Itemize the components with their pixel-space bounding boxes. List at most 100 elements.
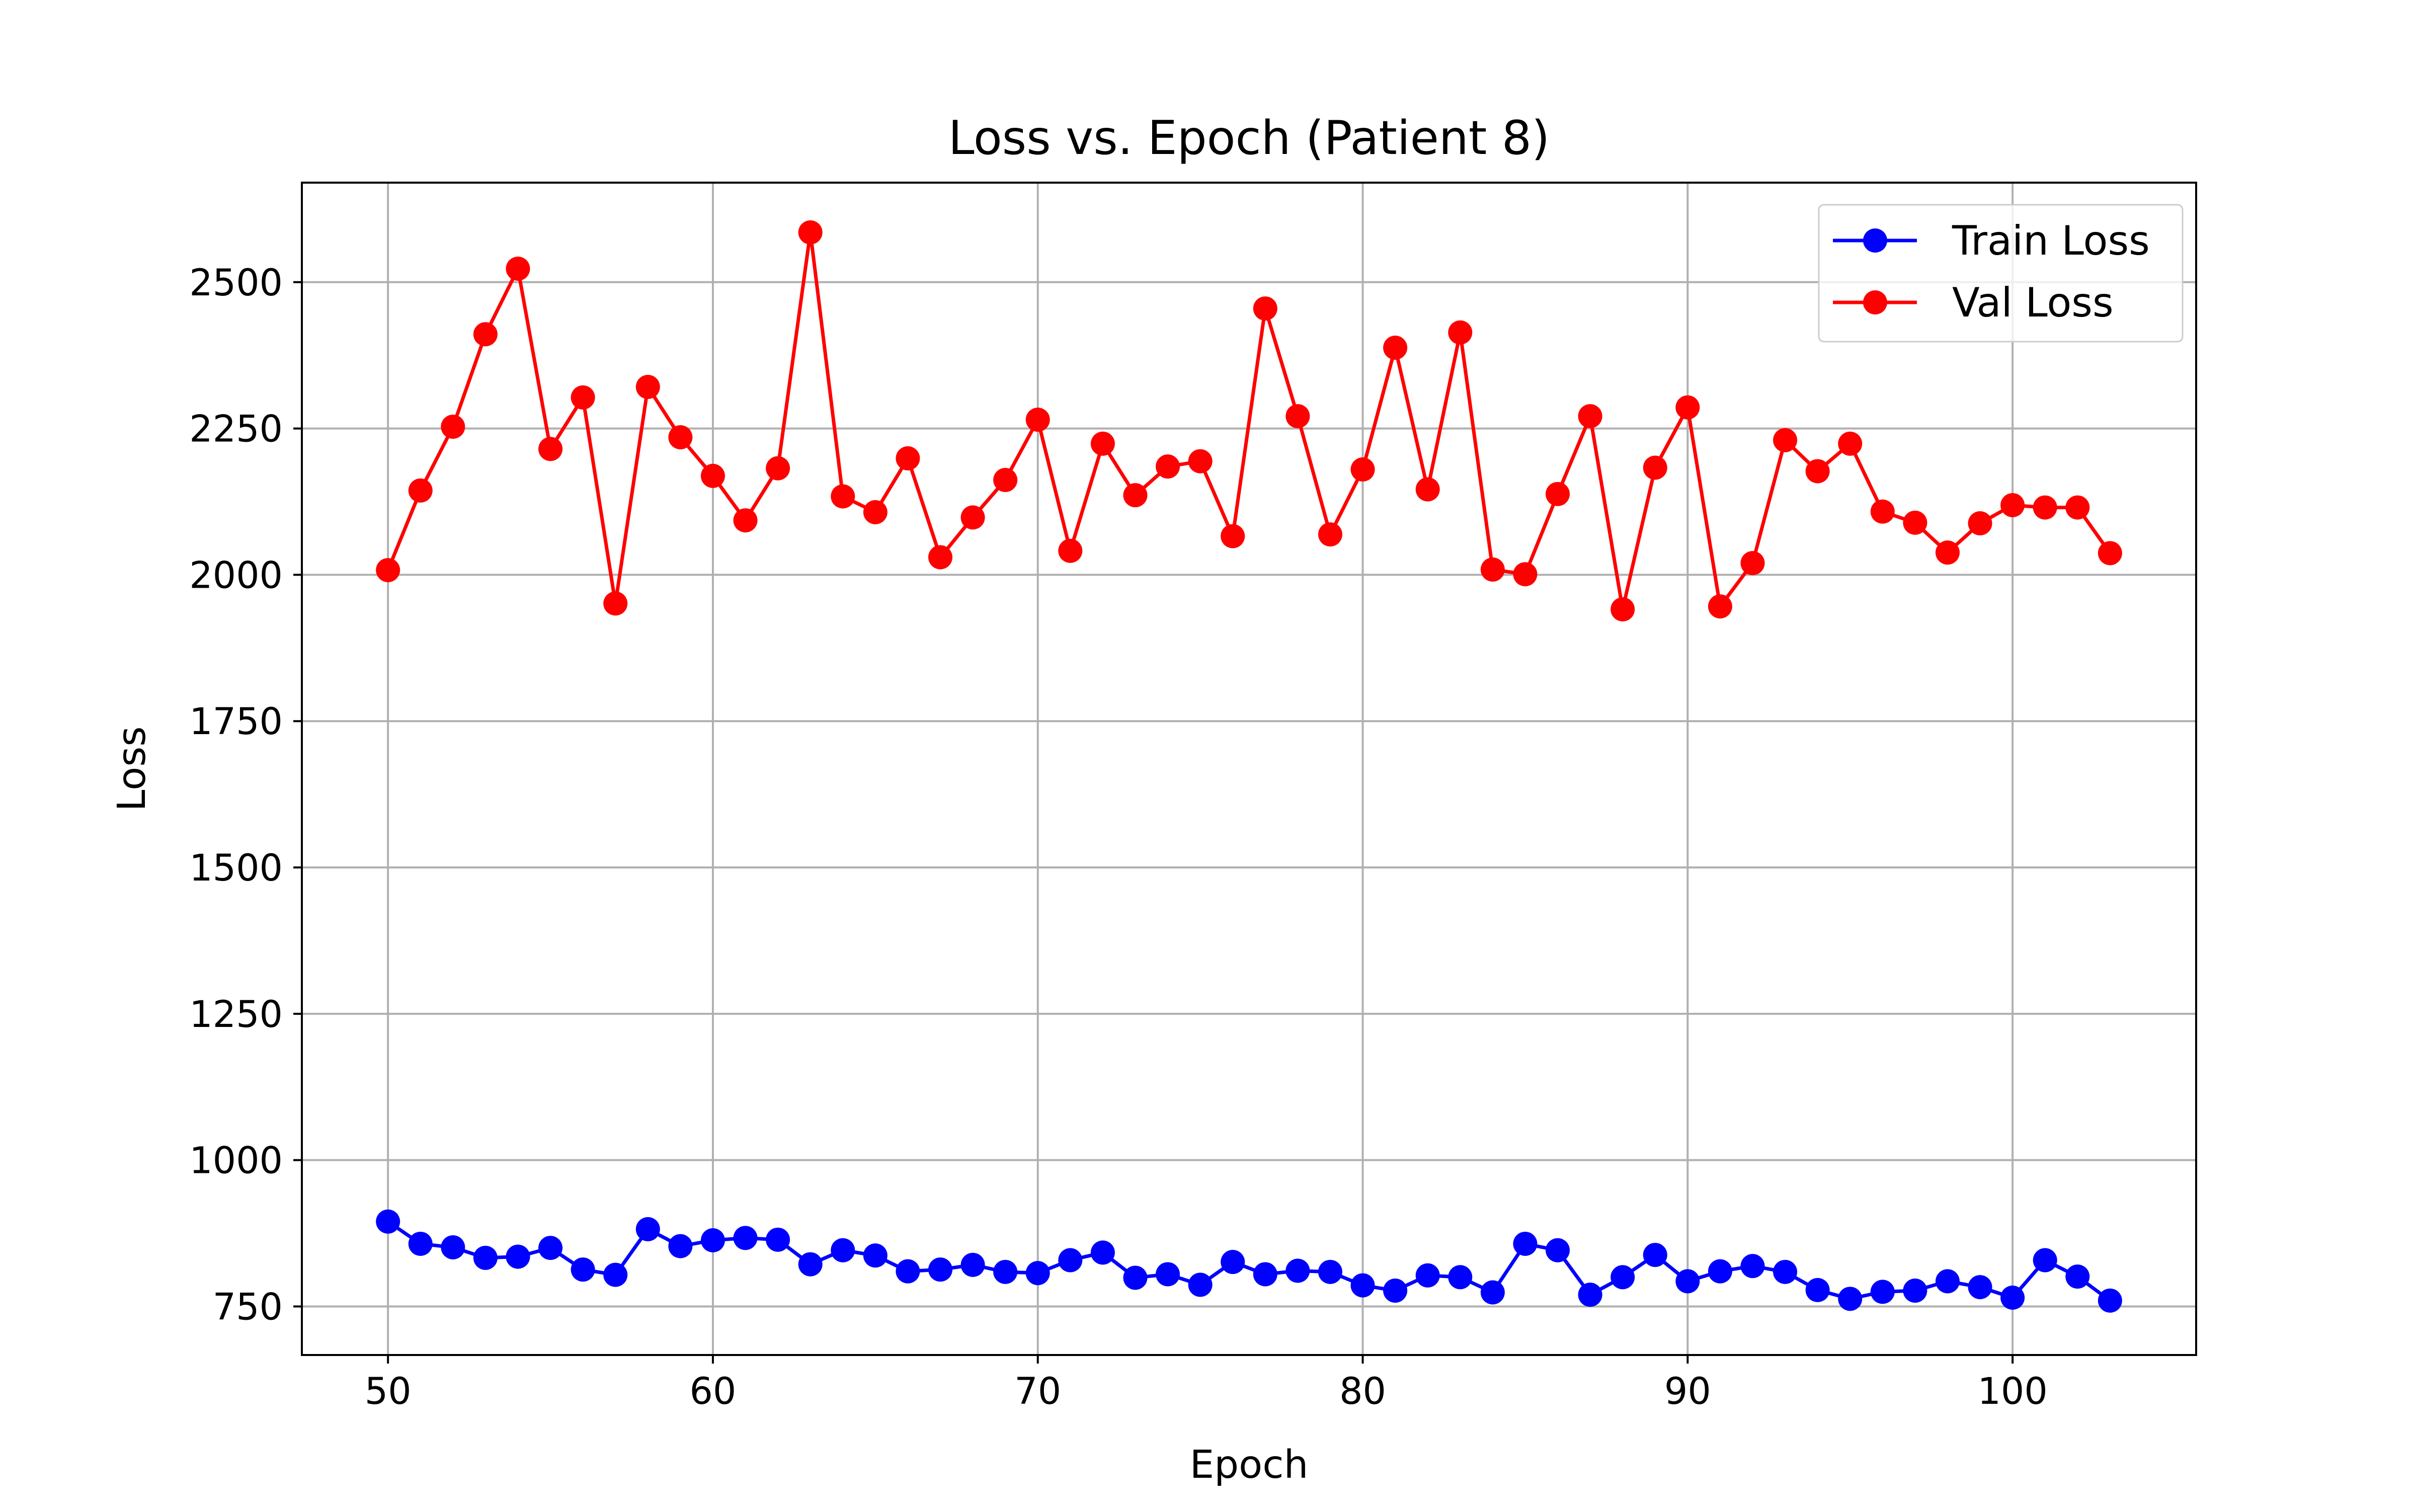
data-point-train-loss [441,1235,465,1259]
data-point-val-loss [993,467,1018,492]
data-point-val-loss [831,484,855,509]
data-point-val-loss [863,500,888,524]
y-tick-label: 2000 [189,554,283,597]
x-tick-label: 90 [1664,1370,1711,1413]
data-point-train-loss [473,1245,498,1270]
axis-ticks: 50 60 70 80 90 100 750 1000 1250 1500 1750 2000 2250… [189,262,2048,1413]
x-axis-label: Epoch [1190,1443,1309,1487]
data-point-train-loss [700,1228,725,1253]
data-point-train-loss [376,1209,400,1234]
data-point-train-loss [1058,1248,1083,1272]
data-point-val-loss [2065,495,2090,520]
data-point-val-loss [1773,428,1798,452]
data-point-val-loss [1546,482,1570,506]
data-point-val-loss [798,220,823,245]
data-point-val-loss [733,508,758,533]
data-point-val-loss [506,256,530,281]
data-point-val-loss [603,591,628,616]
data-point-val-loss [1935,540,1960,565]
data-point-train-loss [571,1257,595,1282]
data-point-train-loss [1903,1279,1927,1303]
data-point-val-loss [408,478,433,503]
data-point-val-loss [1740,551,1765,576]
data-point-train-loss [1513,1231,1538,1256]
data-point-train-loss [1448,1265,1473,1290]
data-point-train-loss [2065,1264,2090,1289]
data-point-train-loss [1350,1273,1375,1298]
data-point-val-loss [1448,320,1473,345]
x-tick-label: 70 [1014,1370,1061,1413]
data-point-train-loss [1643,1243,1667,1267]
data-point-val-loss [668,425,693,450]
data-point-train-loss [668,1234,693,1258]
data-point-val-loss [2033,495,2057,520]
data-point-val-loss [538,437,563,461]
data-point-train-loss [538,1236,563,1260]
data-point-train-loss [1773,1259,1798,1284]
data-point-val-loss [1415,477,1440,502]
data-point-train-loss [1123,1265,1148,1290]
data-point-val-loss [1480,557,1505,582]
data-point-val-loss [1805,459,1830,484]
y-tick-label: 2500 [189,262,283,304]
data-point-train-loss [1188,1272,1213,1297]
data-point-train-loss [1221,1250,1245,1275]
data-point-val-loss [1188,449,1213,473]
data-point-val-loss [376,558,400,583]
data-point-val-loss [441,415,465,439]
data-point-train-loss [863,1243,888,1268]
x-tick-label: 50 [365,1370,412,1413]
data-point-train-loss [831,1238,855,1262]
data-point-train-loss [1675,1269,1700,1294]
data-point-val-loss [1058,538,1083,563]
y-tick-label: 2250 [189,408,283,451]
data-point-train-loss [1546,1238,1570,1262]
data-point-train-loss [1578,1283,1602,1307]
legend-label-train-loss: Train Loss [1952,217,2150,264]
data-point-train-loss [1025,1261,1050,1286]
y-tick-label: 1750 [189,700,283,743]
data-point-val-loss [635,374,660,399]
data-point-train-loss [1740,1254,1765,1279]
data-point-train-loss [1285,1258,1310,1283]
data-point-val-loss [1643,455,1667,480]
data-point-val-loss [473,322,498,347]
data-point-train-loss [408,1231,433,1256]
data-point-train-loss [506,1244,530,1269]
data-point-val-loss [1318,522,1342,547]
data-point-val-loss [2000,493,2025,517]
data-point-train-loss [896,1259,920,1284]
data-point-train-loss [1968,1275,1992,1300]
series-layer [376,220,2122,1313]
data-point-train-loss [993,1259,1018,1284]
data-point-val-loss [1578,404,1602,429]
x-tick-label: 80 [1339,1370,1386,1413]
data-point-train-loss [766,1227,790,1252]
data-point-train-loss [603,1262,628,1287]
data-point-val-loss [1123,483,1148,508]
data-point-val-loss [766,456,790,481]
data-point-train-loss [1156,1262,1180,1287]
data-point-val-loss [1675,395,1700,420]
data-point-val-loss [700,463,725,488]
chart-title: Loss vs. Epoch (Patient 8) [948,111,1550,165]
legend-marker-val-loss [1863,290,1887,314]
data-point-train-loss [1611,1265,1635,1290]
data-point-train-loss [1318,1259,1342,1284]
data-point-val-loss [1285,404,1310,429]
data-point-val-loss [1253,296,1277,321]
data-point-train-loss [1838,1287,1863,1311]
data-point-val-loss [1870,499,1895,524]
data-point-train-loss [928,1257,952,1282]
data-point-val-loss [1513,562,1538,587]
data-point-train-loss [1805,1278,1830,1302]
data-point-val-loss [1025,408,1050,432]
data-point-val-loss [1968,511,1992,536]
data-point-train-loss [960,1252,985,1277]
plot-area-frame [301,182,2197,1356]
data-point-val-loss [960,505,985,530]
data-point-train-loss [1708,1259,1732,1284]
y-tick-label: 1500 [189,847,283,890]
